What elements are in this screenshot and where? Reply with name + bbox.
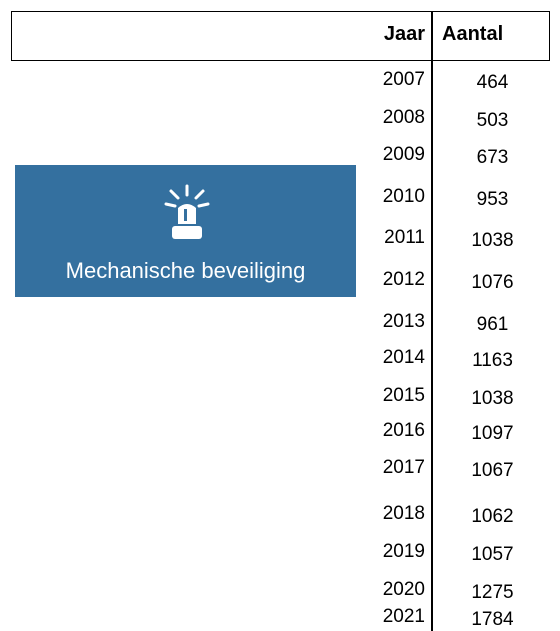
count-cell: 1067	[471, 460, 514, 481]
banner: Mechanische beveiliging	[15, 165, 356, 297]
year-cell: 2014	[382, 347, 425, 368]
count-cell: 1275	[471, 582, 514, 603]
count-cell: 1038	[471, 230, 514, 251]
count-cell: 1038	[471, 388, 514, 409]
year-cell: 2009	[382, 144, 425, 165]
year-cell: 2019	[382, 541, 425, 562]
year-cell: 2008	[382, 107, 425, 128]
header-year: Jaar	[383, 23, 425, 45]
count-cell: 1163	[472, 350, 513, 371]
count-cell: 953	[476, 189, 509, 210]
year-cell: 2020	[382, 579, 425, 600]
year-cell: 2021	[382, 606, 425, 627]
count-cell: 961	[476, 314, 509, 335]
count-cell: 1062	[471, 506, 514, 527]
header-box	[11, 11, 550, 61]
count-cell: 1076	[471, 272, 514, 293]
year-cell: 2011	[384, 227, 425, 248]
year-cell: 2016	[382, 420, 425, 441]
year-cell: 2010	[382, 186, 425, 207]
count-cell: 1097	[471, 423, 514, 444]
count-cell: 503	[476, 110, 509, 131]
siren-icon	[164, 184, 210, 239]
year-cell: 2018	[382, 503, 425, 524]
year-cell: 2015	[382, 385, 425, 406]
banner-label: Mechanische beveiliging	[65, 258, 306, 283]
year-cell: 2012	[382, 269, 425, 290]
year-cell: 2017	[382, 457, 425, 478]
count-cell: 464	[476, 72, 509, 93]
count-cell: 1057	[471, 544, 514, 565]
year-cell: 2013	[382, 311, 425, 332]
count-cell: 1784	[471, 609, 514, 630]
column-divider	[431, 11, 433, 631]
year-cell: 2007	[382, 69, 425, 90]
count-cell: 673	[476, 147, 509, 168]
header-count: Aantal	[442, 23, 504, 45]
